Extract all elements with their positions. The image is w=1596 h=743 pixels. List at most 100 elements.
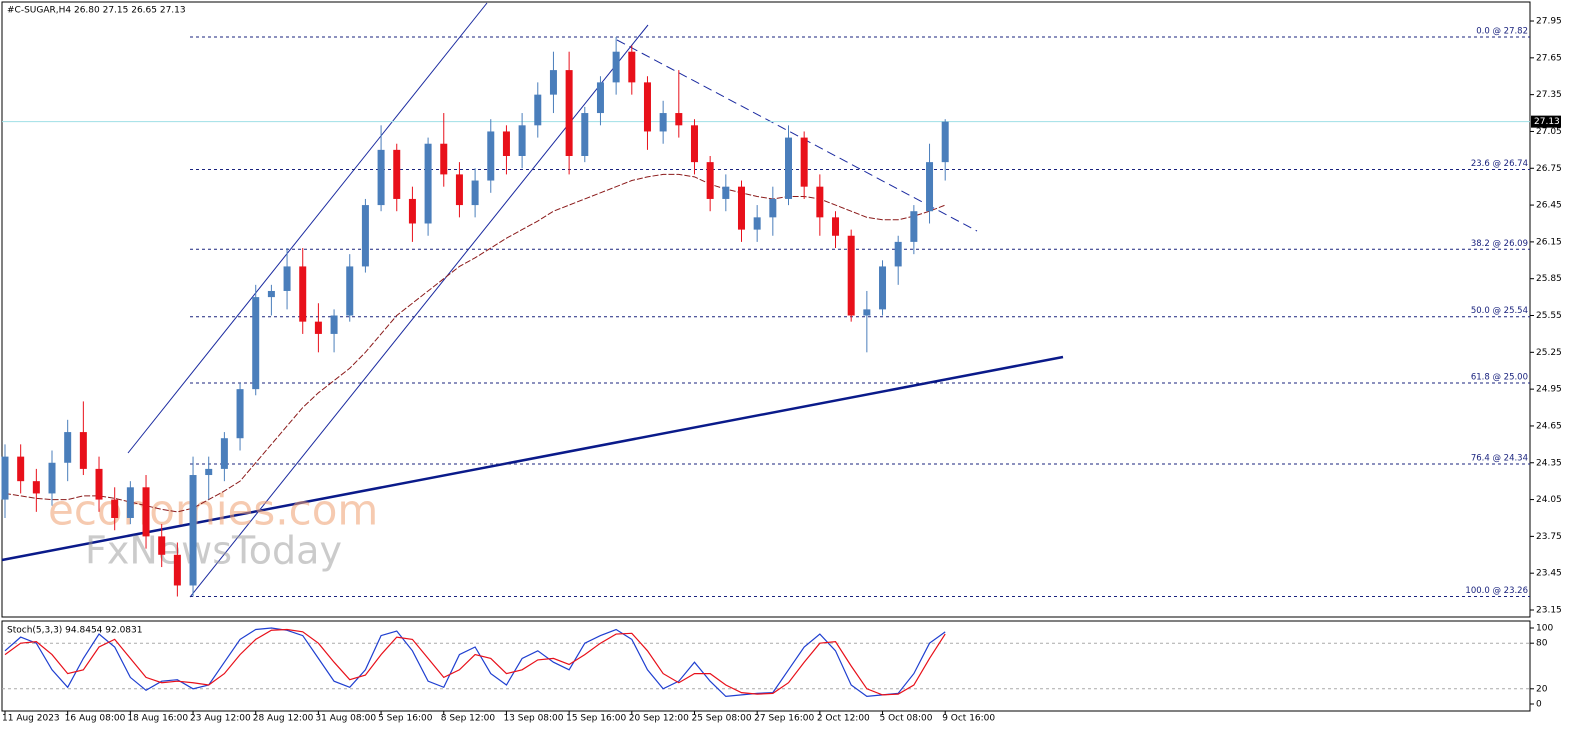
- candle-body: [879, 266, 887, 310]
- candle-body: [440, 143, 448, 175]
- resistance-line: [616, 39, 978, 232]
- price-box: [1531, 115, 1561, 128]
- fib-label: 50.0 @ 25.54: [1471, 306, 1528, 316]
- candle-body: [361, 205, 369, 267]
- candle-body: [95, 468, 103, 500]
- candle-body: [769, 198, 777, 218]
- x-tick-label: 11 Aug 2023: [2, 714, 60, 724]
- x-tick-label: 5 Oct 08:00: [880, 714, 933, 724]
- candle-body: [643, 82, 651, 132]
- candle-body: [283, 266, 291, 291]
- candle-body: [189, 475, 197, 586]
- candle-body: [424, 143, 432, 224]
- candle-body: [471, 180, 479, 206]
- channel-upper: [127, 2, 488, 454]
- candle-body: [690, 125, 698, 163]
- x-tick-label: 8 Sep 12:00: [441, 714, 496, 724]
- candle-body: [252, 297, 260, 390]
- candle-body: [628, 51, 636, 83]
- chart-title: #C-SUGAR,H4 26.80 27.15 26.65 27.13: [7, 6, 186, 16]
- watermark: FxNewsToday: [85, 529, 342, 573]
- candle-body: [79, 432, 87, 469]
- y-tick-label: 25.55: [1536, 311, 1562, 321]
- candle-body: [816, 186, 824, 218]
- stoch-tick-label: 80: [1536, 639, 1548, 649]
- candle-body: [518, 125, 526, 156]
- candle-body: [455, 174, 463, 206]
- x-tick-label: 23 Aug 12:00: [190, 714, 251, 724]
- y-tick-label: 23.15: [1536, 606, 1562, 616]
- candle-body: [32, 481, 40, 494]
- x-tick-label: 2 Oct 12:00: [817, 714, 870, 724]
- candle-body: [926, 162, 934, 212]
- candle-body: [377, 149, 385, 206]
- moving-average: [4, 173, 946, 513]
- y-tick-label: 27.35: [1536, 90, 1562, 100]
- x-tick-label: 28 Aug 12:00: [253, 714, 314, 724]
- y-tick-label: 23.45: [1536, 569, 1562, 579]
- candle-body: [408, 198, 416, 224]
- candle-body: [17, 456, 25, 482]
- y-tick-label: 26.75: [1536, 164, 1562, 174]
- y-tick-label: 25.85: [1536, 274, 1562, 284]
- candle-body: [659, 113, 667, 132]
- candle-body: [785, 137, 792, 199]
- candle-body: [675, 113, 683, 126]
- y-tick-label: 24.95: [1536, 385, 1562, 395]
- candle-body: [832, 217, 840, 236]
- candle-body: [596, 82, 604, 114]
- candle-body: [126, 487, 134, 518]
- watermark: economies.com: [48, 486, 378, 535]
- candle-body: [941, 121, 949, 163]
- x-tick-label: 9 Oct 16:00: [942, 714, 995, 724]
- stoch-tick-label: 100: [1536, 623, 1553, 633]
- y-tick-label: 23.75: [1536, 532, 1562, 542]
- fib-label: 0.0 @ 27.82: [1476, 26, 1528, 36]
- candle-body: [847, 235, 855, 316]
- candle-body: [346, 266, 354, 316]
- candle-body: [111, 499, 119, 518]
- candle-body: [894, 241, 902, 267]
- candle-body: [173, 554, 181, 586]
- fib-label: 38.2 @ 26.09: [1471, 239, 1528, 249]
- candle-body: [800, 137, 808, 187]
- x-tick-label: 31 Aug 08:00: [315, 714, 376, 724]
- x-tick-label: 25 Sep 08:00: [691, 714, 751, 724]
- candle-body: [267, 290, 275, 298]
- candle-body: [737, 186, 745, 230]
- fib-label: 23.6 @ 26.74: [1471, 159, 1528, 169]
- y-tick-label: 24.35: [1536, 458, 1562, 468]
- y-tick-label: 25.25: [1536, 348, 1562, 358]
- x-tick-label: 18 Aug 16:00: [127, 714, 188, 724]
- x-tick-label: 20 Sep 12:00: [629, 714, 689, 724]
- y-tick-label: 26.45: [1536, 201, 1562, 211]
- candle-body: [487, 131, 495, 181]
- stoch-title: Stoch(5,3,3) 94.8454 92.0831: [7, 626, 142, 636]
- stoch-frame: [1, 620, 1531, 712]
- x-tick-label: 16 Aug 08:00: [65, 714, 126, 724]
- candle-body: [753, 217, 761, 230]
- candle-body: [314, 321, 322, 334]
- candle-body: [722, 186, 730, 199]
- price-label: 27.13: [1534, 117, 1560, 127]
- fib-label: 76.4 @ 24.34: [1471, 453, 1528, 463]
- candle-body: [299, 266, 307, 322]
- candle-body: [205, 468, 213, 476]
- stoch-line: [4, 628, 946, 696]
- candle-body: [236, 389, 244, 439]
- candle-body: [158, 536, 166, 555]
- candle-body: [393, 149, 401, 199]
- y-tick-label: 26.15: [1536, 237, 1562, 247]
- x-tick-label: 13 Sep 08:00: [503, 714, 563, 724]
- candle-body: [48, 462, 56, 494]
- candle-body: [142, 487, 150, 537]
- stoch-line: [4, 627, 946, 698]
- candle-body: [534, 94, 542, 126]
- candle-body: [612, 51, 620, 83]
- candle-body: [910, 211, 918, 242]
- fib-label: 61.8 @ 25.00: [1471, 373, 1528, 383]
- fib-label: 100.0 @ 23.26: [1465, 586, 1528, 596]
- stoch-tick-label: 0: [1536, 700, 1542, 710]
- candle-body: [330, 315, 338, 334]
